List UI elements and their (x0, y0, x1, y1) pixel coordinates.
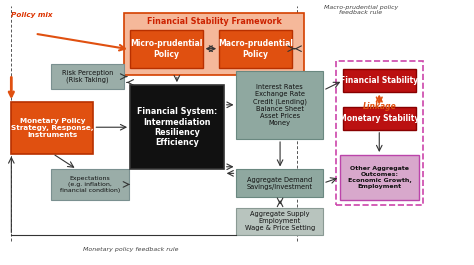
FancyBboxPatch shape (11, 102, 93, 154)
FancyBboxPatch shape (130, 30, 203, 68)
FancyBboxPatch shape (340, 155, 419, 200)
Text: Monetary Stability: Monetary Stability (339, 114, 419, 123)
Text: Policy mix: Policy mix (11, 12, 53, 18)
FancyBboxPatch shape (130, 85, 224, 169)
FancyBboxPatch shape (51, 64, 124, 89)
FancyBboxPatch shape (237, 70, 323, 139)
FancyBboxPatch shape (343, 69, 416, 92)
FancyBboxPatch shape (124, 12, 304, 74)
FancyBboxPatch shape (343, 107, 416, 130)
Text: Macro-prudential policy
feedback rule: Macro-prudential policy feedback rule (324, 5, 398, 15)
Text: Micro-prudential
Policy: Micro-prudential Policy (130, 39, 202, 59)
FancyBboxPatch shape (237, 169, 323, 197)
Text: Aggregate Supply
Employment
Wage & Price Setting: Aggregate Supply Employment Wage & Price… (245, 211, 315, 231)
FancyBboxPatch shape (51, 169, 128, 200)
FancyBboxPatch shape (237, 208, 323, 235)
Text: Financial System:
Intermediation
Resiliency
Efficiency: Financial System: Intermediation Resilie… (137, 107, 217, 147)
Text: Macro-prudential
Policy: Macro-prudential Policy (218, 39, 293, 59)
Text: Risk Perception
(Risk Taking): Risk Perception (Risk Taking) (62, 70, 113, 83)
Text: Financial Stability Framework: Financial Stability Framework (147, 17, 282, 26)
FancyBboxPatch shape (219, 30, 292, 68)
Text: Financial Stability: Financial Stability (340, 76, 419, 85)
Text: Interest Rates
Exchange Rate
Credit (Lending)
Balance Sheet
Asset Prices
Money: Interest Rates Exchange Rate Credit (Len… (253, 84, 307, 126)
Text: Expectations
(e.g. inflation,
financial condition): Expectations (e.g. inflation, financial … (60, 176, 120, 193)
Text: Monetary Policy
Strategy, Response,
Instruments: Monetary Policy Strategy, Response, Inst… (11, 118, 94, 138)
Text: Monetary policy feedback rule: Monetary policy feedback rule (83, 247, 179, 252)
Text: Linkage: Linkage (363, 102, 396, 111)
Text: Aggregate Demand
Savings/Investment: Aggregate Demand Savings/Investment (247, 177, 313, 190)
Text: Other Aggregate
Outcomes:
Economic Growth,
Employment: Other Aggregate Outcomes: Economic Growt… (347, 166, 411, 188)
